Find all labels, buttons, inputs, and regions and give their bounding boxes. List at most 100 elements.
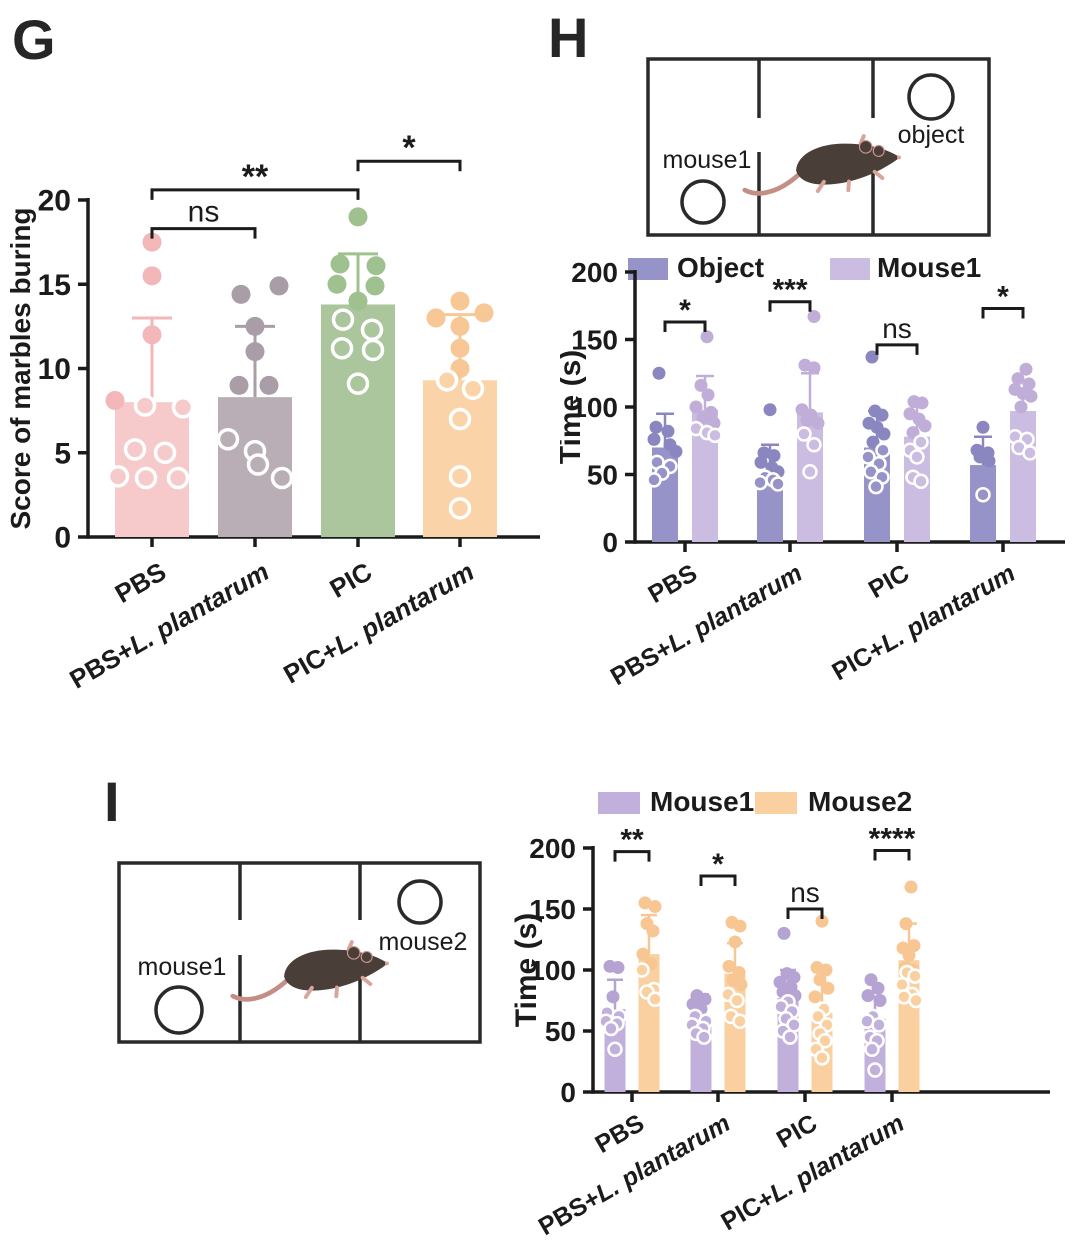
data-point xyxy=(603,1020,619,1037)
data-point xyxy=(142,325,162,345)
data-point xyxy=(907,939,921,953)
x-category-label: PBS xyxy=(590,1109,649,1159)
data-point xyxy=(902,948,916,962)
bar xyxy=(757,485,783,542)
left-chamber-label: mouse1 xyxy=(663,146,752,174)
data-point xyxy=(860,449,876,465)
mouse-feet xyxy=(303,940,373,1000)
data-point xyxy=(661,424,675,438)
data-point xyxy=(669,445,683,459)
data-point xyxy=(647,432,661,446)
x-category-label: PIC xyxy=(864,559,914,604)
right-cup-circle xyxy=(397,879,443,925)
data-point xyxy=(913,473,929,489)
x-category-label: PIC xyxy=(772,1109,822,1154)
y-tick-label: 100 xyxy=(529,955,576,986)
mouse-nose xyxy=(385,961,389,966)
data-point xyxy=(808,990,822,1004)
data-point xyxy=(327,274,347,294)
data-point xyxy=(868,478,884,495)
y-tick-label: 15 xyxy=(38,269,71,302)
data-point xyxy=(729,992,745,1009)
data-point xyxy=(166,466,190,490)
y-tick-label: 20 xyxy=(38,185,71,218)
data-point xyxy=(1011,372,1025,386)
data-point xyxy=(360,318,384,341)
y-tick-label: 10 xyxy=(38,353,71,386)
data-point xyxy=(806,437,822,453)
data-point xyxy=(269,276,289,296)
data-point xyxy=(864,1041,880,1058)
arena-box xyxy=(646,57,991,237)
sig-bracket xyxy=(699,874,737,887)
data-point xyxy=(365,276,385,296)
data-point xyxy=(875,408,889,422)
data-point xyxy=(450,291,470,311)
sig-label: * xyxy=(679,294,691,327)
sig-bracket xyxy=(613,850,651,862)
data-point xyxy=(802,464,818,480)
legend-swatch-Mouse1 xyxy=(598,792,640,814)
sig-label: **** xyxy=(869,822,916,855)
data-point xyxy=(448,465,472,488)
data-point xyxy=(777,926,791,940)
data-point xyxy=(817,1033,833,1049)
data-point xyxy=(330,337,354,360)
data-point xyxy=(134,466,158,490)
y-tick-label: 50 xyxy=(545,1016,576,1047)
data-point xyxy=(689,400,703,414)
mouse-illustration xyxy=(230,940,389,1002)
mouse-illustration xyxy=(742,134,901,196)
y-tick-label: 0 xyxy=(54,522,71,555)
data-point xyxy=(814,1050,830,1066)
mouse-ear xyxy=(360,950,373,963)
y-tick-label: 150 xyxy=(571,324,618,355)
data-point xyxy=(461,377,485,400)
y-tick-label: 100 xyxy=(571,392,618,423)
data-point xyxy=(636,947,650,961)
data-point xyxy=(331,308,355,331)
data-point xyxy=(330,254,350,274)
y-axis-title: Time (s) xyxy=(510,913,543,1027)
data-point xyxy=(229,375,249,395)
y-axis-title: Time (s) xyxy=(560,350,587,464)
data-point xyxy=(171,396,195,419)
panel-label-i: I xyxy=(104,770,120,833)
data-point xyxy=(819,963,833,977)
y-axis-title: Score of marbles buring xyxy=(5,207,36,529)
y-tick-label: 0 xyxy=(560,1077,576,1108)
data-point xyxy=(975,487,991,503)
sig-bracket xyxy=(981,306,1025,319)
y-tick-label: 150 xyxy=(529,894,576,925)
mouse-ear xyxy=(858,139,873,154)
data-point xyxy=(754,455,768,469)
data-point xyxy=(348,291,368,311)
x-category-label: PIC+L. plantarum xyxy=(827,559,1020,686)
data-point xyxy=(106,465,130,488)
data-point xyxy=(361,338,385,362)
data-point xyxy=(821,981,835,995)
data-point xyxy=(807,310,821,324)
sig-label: ** xyxy=(620,824,644,857)
data-point xyxy=(875,442,891,458)
legend-label: Mouse2 xyxy=(808,786,912,817)
data-point xyxy=(474,303,494,323)
data-point xyxy=(450,316,470,336)
left-chamber-label: mouse1 xyxy=(138,953,227,981)
sig-label: ns xyxy=(882,313,912,344)
data-point xyxy=(270,466,294,490)
data-point xyxy=(245,316,265,336)
data-point xyxy=(810,1008,826,1025)
mouse-tail xyxy=(230,978,289,1002)
data-point xyxy=(733,919,747,933)
data-point xyxy=(915,396,929,410)
data-point xyxy=(909,449,925,465)
legend-swatch-Object xyxy=(628,258,668,280)
mouse-feet xyxy=(815,134,885,194)
data-point xyxy=(1022,445,1038,461)
data-point xyxy=(259,375,279,395)
panel-label-g: G xyxy=(12,8,56,71)
data-point xyxy=(448,497,472,520)
data-point xyxy=(246,453,270,476)
